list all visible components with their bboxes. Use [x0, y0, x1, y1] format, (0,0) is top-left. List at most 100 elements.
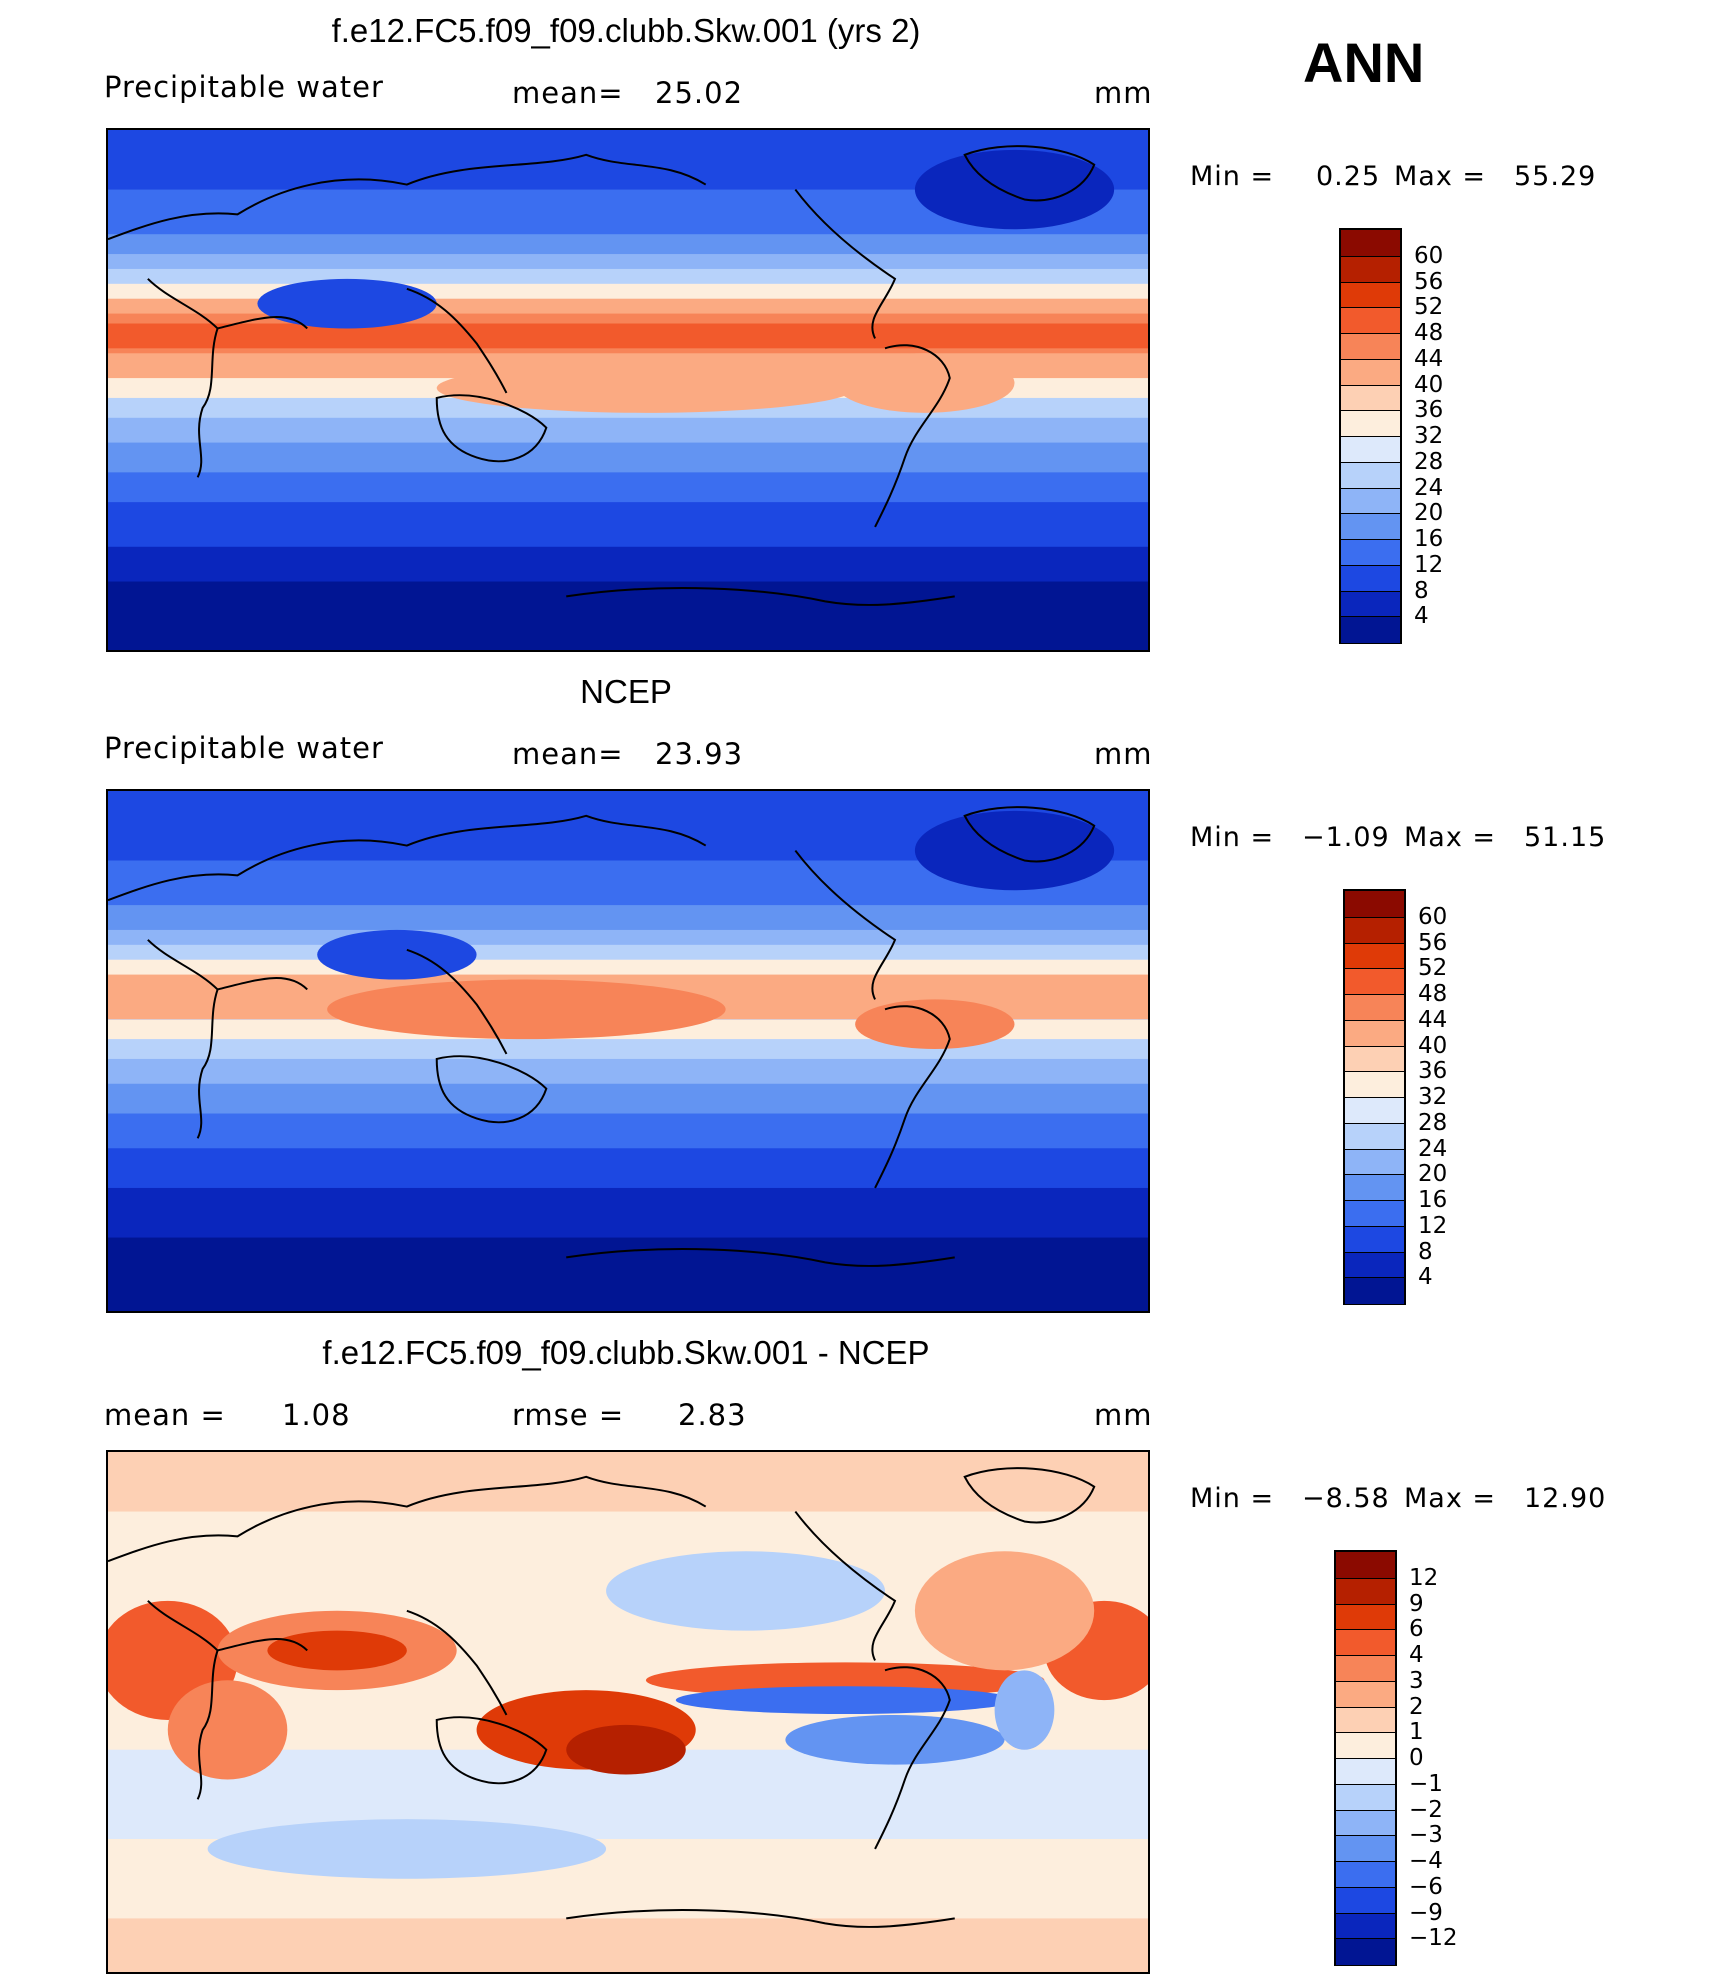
panel2-colorbar-segment: [1345, 1122, 1404, 1150]
panel1-colorbar-segment: [1341, 230, 1400, 256]
panel2-map-canvas: [108, 791, 1148, 1311]
panel3-units: mm: [1094, 1398, 1153, 1432]
panel3-colorbar-segment: [1336, 1861, 1395, 1888]
panel2-colorbar-segment: [1345, 994, 1404, 1021]
panel2-colorbar-label: 44: [1418, 1006, 1448, 1033]
panel1-colorbar-label: 60: [1414, 242, 1444, 269]
panel3-colorbar-label: −6: [1409, 1873, 1443, 1900]
panel2-map: [106, 789, 1150, 1313]
panel3-colorbar-segment: [1336, 1706, 1395, 1734]
panel1-variable: Precipitable water: [104, 70, 384, 104]
panel1-colorbar-segment: [1341, 513, 1400, 540]
panel1-title: f.e12.FC5.f09_f09.clubb.Skw.001 (yrs 2): [331, 12, 921, 49]
panel2-variable: Precipitable water: [104, 731, 384, 765]
panel2-max-label: Max =: [1404, 822, 1497, 853]
panel3-colorbar-segment: [1336, 1552, 1395, 1578]
panel2-colorbar-label: 60: [1418, 903, 1448, 930]
panel1-colorbar-segment: [1341, 255, 1400, 283]
panel1-mean-label: mean=: [512, 76, 624, 110]
panel3-min-value: −8.58: [1302, 1483, 1390, 1514]
panel2-colorbar-segment: [1345, 1045, 1404, 1073]
panel1-max-value: 55.29: [1514, 161, 1597, 192]
panel1-units: mm: [1094, 76, 1153, 110]
panel2-colorbar-label: 24: [1418, 1135, 1448, 1162]
panel2-colorbar-segment: [1345, 1174, 1404, 1201]
panel1-colorbar-label: 24: [1414, 474, 1444, 501]
panel2-colorbar-label: 12: [1418, 1212, 1448, 1239]
panel3-colorbar-label: 2: [1409, 1693, 1424, 1720]
panel3-colorbar-segment: [1336, 1629, 1395, 1656]
panel2-colorbar-label: 36: [1418, 1058, 1448, 1085]
panel1-colorbar: [1339, 228, 1402, 644]
panel3-title: f.e12.FC5.f09_f09.clubb.Skw.001 - NCEP: [322, 1334, 930, 1371]
panel2-colorbar-segment: [1345, 1019, 1404, 1047]
panel3-rmse-value: 2.83: [678, 1398, 747, 1432]
panel2-colorbar-label: 52: [1418, 955, 1448, 982]
panel2-colorbar-label: 4: [1418, 1264, 1433, 1291]
panel1-colorbar-label: 44: [1414, 345, 1444, 372]
panel1-colorbar-label: 36: [1414, 397, 1444, 424]
panel1-colorbar-segment: [1341, 281, 1400, 309]
panel1-colorbar-label: 20: [1414, 500, 1444, 527]
panel3-colorbar-label: 0: [1409, 1745, 1424, 1771]
panel3-colorbar-label: −4: [1409, 1848, 1443, 1874]
panel1-colorbar-segment: [1341, 436, 1400, 463]
panel3-colorbar-label: −3: [1409, 1822, 1443, 1849]
panel1-colorbar-label: 56: [1414, 268, 1444, 295]
panel3-colorbar-label: 1: [1409, 1719, 1424, 1746]
panel3-colorbar-segment: [1336, 1938, 1395, 1965]
panel1-colorbar-label: 52: [1414, 294, 1444, 321]
panel3-colorbar-segment: [1336, 1835, 1395, 1862]
panel2-colorbar-label: 28: [1418, 1109, 1448, 1136]
panel3-colorbar-segment: [1336, 1655, 1395, 1682]
panel3-mean-label: mean =: [104, 1398, 226, 1432]
panel1-map-canvas: [108, 130, 1148, 650]
panel2-min-value: −1.09: [1302, 822, 1390, 853]
panel2-colorbar-segment: [1345, 942, 1404, 970]
panel2-mean-label: mean=: [512, 737, 624, 771]
panel3-colorbar-label: −9: [1409, 1899, 1443, 1926]
panel3-colorbar-label: −1: [1409, 1770, 1443, 1797]
panel2-colorbar-segment: [1345, 1097, 1404, 1124]
panel3-map: [106, 1450, 1150, 1974]
panel3-min-label: Min =: [1190, 1483, 1275, 1514]
panel2-colorbar: [1343, 889, 1406, 1305]
panel2-colorbar-label: 40: [1418, 1032, 1448, 1059]
panel1-min-label: Min =: [1190, 161, 1275, 192]
panel3-colorbar-segment: [1336, 1732, 1395, 1759]
panel3-max-label: Max =: [1404, 1483, 1497, 1514]
panel2-title: NCEP: [580, 673, 672, 710]
panel2-units: mm: [1094, 737, 1153, 771]
panel1-colorbar-label: 28: [1414, 448, 1444, 475]
panel3-colorbar-segment: [1336, 1758, 1395, 1785]
panel1-colorbar-label: 12: [1414, 551, 1444, 578]
panel3-map-canvas: [108, 1452, 1148, 1972]
panel1-max-label: Max =: [1394, 161, 1487, 192]
panel3-colorbar-segment: [1336, 1680, 1395, 1708]
panel2-colorbar-segment: [1345, 891, 1404, 917]
panel3-colorbar-label: 12: [1409, 1564, 1439, 1591]
panel3-colorbar-segment: [1336, 1886, 1395, 1914]
panel1-colorbar-label: 8: [1414, 577, 1429, 604]
panel3-colorbar-segment: [1336, 1809, 1395, 1837]
panel2-colorbar-segment: [1345, 916, 1404, 944]
season-label: ANN: [1303, 31, 1425, 94]
panel2-colorbar-segment: [1345, 1148, 1404, 1176]
panel2-colorbar-segment: [1345, 1251, 1404, 1279]
panel1-colorbar-segment: [1341, 333, 1400, 360]
panel3-colorbar-label: 9: [1409, 1590, 1424, 1617]
panel3-colorbar-label: −12: [1409, 1925, 1458, 1952]
panel1-colorbar-segment: [1341, 487, 1400, 515]
panel1-colorbar-segment: [1341, 539, 1400, 566]
panel2-colorbar-segment: [1345, 1200, 1404, 1227]
panel1-colorbar-segment: [1341, 307, 1400, 334]
panel2-colorbar-segment: [1345, 968, 1404, 995]
panel3-colorbar-label: 4: [1409, 1642, 1424, 1668]
panel3-rmse-label: rmse =: [512, 1398, 625, 1432]
panel1-colorbar-segment: [1341, 384, 1400, 412]
panel2-colorbar-label: 48: [1418, 981, 1448, 1007]
panel3-colorbar-segment: [1336, 1603, 1395, 1631]
panel1-colorbar-segment: [1341, 590, 1400, 618]
panel3-colorbar-segment: [1336, 1783, 1395, 1811]
panel1-colorbar-label: 4: [1414, 603, 1429, 630]
